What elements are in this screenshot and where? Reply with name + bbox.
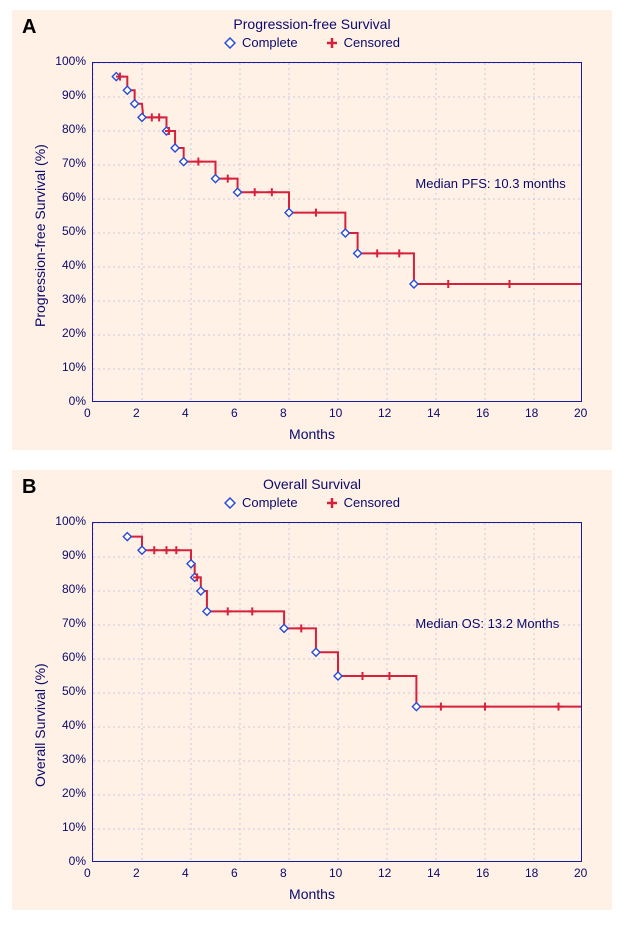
xtick-label: 16	[476, 406, 489, 420]
ytick-label: 80%	[62, 582, 86, 596]
marker-complete	[180, 158, 188, 166]
marker-complete	[280, 624, 288, 632]
marker-complete	[412, 703, 420, 711]
marker-complete	[312, 648, 320, 656]
plus-icon	[326, 37, 338, 49]
marker-complete	[197, 587, 205, 595]
legend-complete: Complete	[224, 495, 298, 510]
xtick-label: 4	[182, 406, 189, 420]
xtick-label: 20	[574, 406, 587, 420]
ytick-label: 70%	[62, 616, 86, 630]
marker-complete	[123, 86, 131, 94]
ytick-label: 50%	[62, 224, 86, 238]
x-axis-label: Months	[12, 426, 612, 442]
marker-complete	[285, 209, 293, 217]
ytick-label: 40%	[62, 718, 86, 732]
diamond-icon	[224, 497, 236, 509]
xtick-label: 10	[329, 866, 342, 880]
panel-a: AProgression-free SurvivalCompleteCensor…	[12, 10, 612, 450]
figure: AProgression-free SurvivalCompleteCensor…	[0, 0, 625, 929]
ytick-label: 20%	[62, 786, 86, 800]
ytick-label: 60%	[62, 190, 86, 204]
xtick-label: 16	[476, 866, 489, 880]
legend-censored: Censored	[326, 495, 400, 510]
xtick-label: 20	[574, 866, 587, 880]
legend-censored: Censored	[326, 35, 400, 50]
xtick-label: 0	[84, 406, 91, 420]
marker-complete	[410, 280, 418, 288]
xtick-label: 14	[427, 406, 440, 420]
xtick-label: 4	[182, 866, 189, 880]
marker-complete	[138, 546, 146, 554]
legend-complete-label: Complete	[242, 35, 298, 50]
xtick-label: 18	[525, 406, 538, 420]
marker-complete	[341, 229, 349, 237]
chart-title: Overall Survival	[12, 476, 612, 492]
plot-area	[92, 62, 582, 402]
annotation-text: Median OS: 13.2 Months	[415, 616, 559, 631]
chart-title: Progression-free Survival	[12, 16, 612, 32]
xtick-label: 8	[280, 866, 287, 880]
ytick-label: 30%	[62, 752, 86, 766]
xtick-label: 2	[133, 866, 140, 880]
marker-complete	[212, 175, 220, 183]
ytick-label: 40%	[62, 258, 86, 272]
ytick-label: 60%	[62, 650, 86, 664]
legend: Complete Censored	[12, 35, 612, 50]
legend: Complete Censored	[12, 495, 612, 510]
plus-icon	[326, 497, 338, 509]
marker-complete	[171, 144, 179, 152]
xtick-label: 8	[280, 406, 287, 420]
marker-complete	[354, 249, 362, 257]
ytick-label: 70%	[62, 156, 86, 170]
legend-complete: Complete	[224, 35, 298, 50]
marker-complete	[123, 533, 131, 541]
marker-complete	[131, 100, 139, 108]
ytick-label: 80%	[62, 122, 86, 136]
diamond-icon	[224, 37, 236, 49]
y-axis-label: Progression-free Survival (%)	[32, 144, 48, 327]
xtick-label: 6	[231, 406, 238, 420]
xtick-label: 12	[378, 406, 391, 420]
ytick-label: 10%	[62, 820, 86, 834]
y-axis-label: Overall Survival (%)	[32, 663, 48, 787]
plot-area	[92, 522, 582, 862]
ytick-label: 30%	[62, 292, 86, 306]
annotation-text: Median PFS: 10.3 months	[415, 176, 565, 191]
ytick-label: 20%	[62, 326, 86, 340]
xtick-label: 6	[231, 866, 238, 880]
marker-complete	[234, 188, 242, 196]
legend-censored-label: Censored	[344, 495, 400, 510]
xtick-label: 2	[133, 406, 140, 420]
xtick-label: 10	[329, 406, 342, 420]
legend-complete-label: Complete	[242, 495, 298, 510]
ytick-label: 90%	[62, 548, 86, 562]
ytick-label: 100%	[55, 54, 86, 68]
xtick-label: 18	[525, 866, 538, 880]
xtick-label: 12	[378, 866, 391, 880]
x-axis-label: Months	[12, 886, 612, 902]
legend-censored-label: Censored	[344, 35, 400, 50]
ytick-label: 90%	[62, 88, 86, 102]
xtick-label: 14	[427, 866, 440, 880]
panel-b: BOverall SurvivalCompleteCensoredMedian …	[12, 470, 612, 910]
marker-complete	[138, 113, 146, 121]
marker-complete	[334, 672, 342, 680]
ytick-label: 50%	[62, 684, 86, 698]
ytick-label: 100%	[55, 514, 86, 528]
marker-complete	[203, 607, 211, 615]
xtick-label: 0	[84, 866, 91, 880]
ytick-label: 10%	[62, 360, 86, 374]
